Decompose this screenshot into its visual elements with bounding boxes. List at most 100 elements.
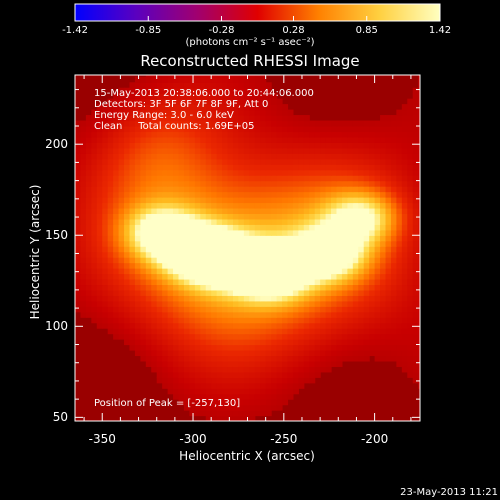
heatmap-cell xyxy=(140,207,147,214)
heatmap-cell xyxy=(396,311,403,318)
heatmap-cell xyxy=(276,136,283,143)
heatmap-cell xyxy=(320,169,327,176)
heatmap-cell xyxy=(238,257,245,264)
heatmap-cell xyxy=(287,202,294,209)
heatmap-cell xyxy=(331,235,338,242)
heatmap-cell xyxy=(124,175,131,182)
heatmap-cell xyxy=(271,213,278,220)
heatmap-cell xyxy=(418,246,420,253)
heatmap-cell xyxy=(162,76,169,83)
heatmap-cell xyxy=(124,158,131,165)
heatmap-cell xyxy=(314,317,321,324)
heatmap-cell xyxy=(167,235,174,242)
heatmap-cell xyxy=(336,136,343,143)
heatmap-cell xyxy=(298,300,305,307)
heatmap-cell xyxy=(145,284,152,291)
heatmap-cell xyxy=(341,136,348,143)
heatmap-cell xyxy=(194,333,201,340)
heatmap-cell xyxy=(331,355,338,362)
heatmap-cell xyxy=(189,186,196,193)
heatmap-cell xyxy=(216,273,223,280)
heatmap-cell xyxy=(145,355,152,362)
heatmap-cell xyxy=(385,136,392,143)
heatmap-cell xyxy=(309,197,316,204)
heatmap-cell xyxy=(183,393,190,400)
heatmap-cell xyxy=(418,339,420,346)
heatmap-cell xyxy=(243,197,250,204)
heatmap-cell xyxy=(124,147,131,154)
heatmap-cell xyxy=(200,164,207,171)
heatmap-cell xyxy=(238,207,245,214)
heatmap-cell xyxy=(156,104,163,111)
heatmap-cell xyxy=(341,306,348,313)
y-axis-label: Heliocentric Y (arcsec) xyxy=(28,184,42,320)
heatmap-cell xyxy=(298,147,305,154)
heatmap-cell xyxy=(243,371,250,378)
heatmap-cell xyxy=(200,371,207,378)
heatmap-cell xyxy=(390,289,397,296)
heatmap-cell xyxy=(178,109,185,116)
heatmap-cell xyxy=(178,169,185,176)
heatmap-cell xyxy=(194,284,201,291)
heatmap-cell xyxy=(276,213,283,220)
heatmap-cell xyxy=(173,262,180,269)
heatmap-cell xyxy=(396,180,403,187)
heatmap-cell xyxy=(254,246,261,253)
heatmap-cell xyxy=(178,289,185,296)
heatmap-cell xyxy=(124,278,131,286)
heatmap-cell xyxy=(91,311,98,318)
heatmap-cell xyxy=(390,169,397,176)
heatmap-cell xyxy=(194,76,201,83)
heatmap-cell xyxy=(178,344,185,351)
heatmap-cell xyxy=(282,382,289,389)
heatmap-cell xyxy=(292,153,299,160)
heatmap-cell xyxy=(390,202,397,209)
heatmap-cell xyxy=(140,322,147,329)
heatmap-cell xyxy=(254,131,261,138)
heatmap-cell xyxy=(178,399,185,406)
heatmap-cell xyxy=(320,295,327,302)
heatmap-cell xyxy=(407,339,414,346)
heatmap-cell xyxy=(194,207,201,214)
heatmap-cell xyxy=(249,120,256,127)
heatmap-cell xyxy=(325,175,332,182)
heatmap-cell xyxy=(183,235,190,242)
heatmap-cell xyxy=(227,229,234,236)
heatmap-cell xyxy=(85,207,92,214)
heatmap-cell xyxy=(216,164,223,171)
heatmap-cell xyxy=(265,295,272,302)
heatmap-cell xyxy=(238,328,245,335)
heatmap-cell xyxy=(260,191,267,198)
heatmap-cell xyxy=(194,344,201,351)
heatmap-cell xyxy=(303,136,310,143)
heatmap-cell xyxy=(363,317,370,324)
heatmap-cell xyxy=(156,273,163,280)
heatmap-cell xyxy=(385,235,392,242)
heatmap-cell xyxy=(227,115,234,122)
heatmap-cell xyxy=(216,339,223,346)
heatmap-cell xyxy=(287,115,294,122)
heatmap-cell xyxy=(145,120,152,127)
heatmap-cell xyxy=(151,169,158,176)
heatmap-cell xyxy=(205,104,212,111)
heatmap-cell xyxy=(347,207,354,214)
heatmap-cell xyxy=(401,125,408,133)
heatmap-cell xyxy=(314,344,321,351)
heatmap-cell xyxy=(162,207,169,214)
heatmap-cell xyxy=(331,120,338,127)
heatmap-cell xyxy=(194,300,201,307)
heatmap-cell xyxy=(156,186,163,193)
heatmap-cell xyxy=(303,333,310,340)
heatmap-cell xyxy=(336,207,343,214)
heatmap-cell xyxy=(227,76,234,83)
heatmap-cell xyxy=(265,399,272,406)
heatmap-cell xyxy=(194,180,201,187)
heatmap-cell xyxy=(96,136,103,143)
heatmap-cell xyxy=(369,273,376,280)
heatmap-cell xyxy=(347,229,354,236)
heatmap-cell xyxy=(276,235,283,242)
heatmap-cell xyxy=(178,371,185,378)
heatmap-cell xyxy=(173,186,180,193)
heatmap-cell xyxy=(107,191,114,198)
heatmap-cell xyxy=(358,186,365,193)
